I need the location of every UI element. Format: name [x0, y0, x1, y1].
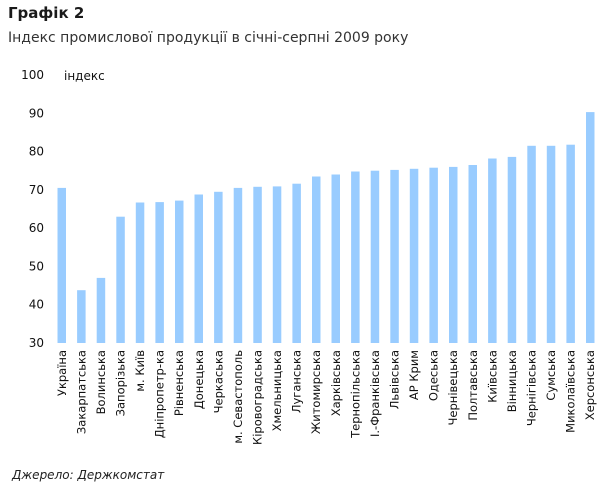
x-tick-label: АР Крим: [407, 350, 421, 400]
x-tick-label: Миколаївська: [564, 350, 578, 433]
y-tick-label: 30: [29, 336, 44, 350]
x-tick-label: Житомирська: [309, 350, 323, 434]
x-tick-label: Україна: [55, 350, 69, 396]
bar: [253, 186, 262, 343]
y-tick-label: 60: [29, 221, 44, 235]
bar: [214, 191, 223, 343]
bar: [527, 145, 536, 343]
y-tick-label: 40: [29, 298, 44, 312]
x-axis-labels: Україна Закарпатська Волинська Запорізька м.…: [55, 350, 597, 445]
y-tick-label: 90: [29, 106, 44, 120]
x-tick-label: Донецька: [192, 350, 206, 409]
x-tick-label: Одеська: [427, 350, 441, 401]
y-tick-label: 100: [21, 68, 44, 82]
bar: [390, 169, 399, 343]
x-tick-label: Вінницька: [505, 350, 519, 412]
bar: [233, 187, 243, 343]
chart-subtitle: Індекс промислової продукції в січні-сер…: [8, 30, 409, 46]
bar-chart: 30 40 50 60 70 80 90 100 Україна Закарпатська Вол…: [21, 68, 597, 445]
bar: [135, 202, 145, 343]
y-tick-label: 80: [29, 145, 44, 159]
bar: [155, 202, 164, 343]
bar: [409, 168, 419, 343]
bar: [96, 277, 106, 343]
bar: [566, 144, 575, 343]
bar: [351, 171, 360, 343]
x-tick-label: Луганська: [290, 350, 304, 413]
bars: [57, 112, 595, 343]
x-tick-label: Херсонська: [583, 350, 597, 420]
chart-title: Графік 2: [8, 4, 85, 22]
x-tick-label: м. Київ: [133, 350, 147, 392]
x-tick-label: І.-Франківська: [368, 350, 382, 437]
y-tick-label: 70: [29, 183, 44, 197]
x-tick-label: Дніпропетр-ка: [153, 350, 167, 438]
x-tick-label: Чернігівська: [525, 350, 539, 426]
bar: [194, 194, 203, 343]
bar: [292, 183, 301, 343]
x-tick-label: Волинська: [94, 350, 108, 414]
bar: [331, 174, 340, 343]
bar: [429, 167, 438, 343]
x-tick-label: Львівська: [388, 350, 402, 409]
bar: [370, 170, 380, 343]
y-axis: 30 40 50 60 70 80 90 100: [21, 68, 44, 350]
bar: [468, 165, 477, 343]
x-tick-label: Харківська: [329, 350, 343, 416]
bar: [449, 166, 458, 343]
bar: [546, 145, 556, 343]
bar: [77, 290, 86, 343]
x-tick-label: Хмельницька: [270, 350, 284, 431]
bar: [312, 176, 321, 343]
bar: [116, 216, 125, 343]
bar: [175, 200, 184, 343]
x-tick-label: Сумська: [544, 350, 558, 401]
source-note: Джерело: Держкомстат: [12, 468, 165, 482]
x-tick-label: м. Севастополь: [231, 350, 245, 444]
x-tick-label: Полтавська: [466, 350, 480, 421]
x-tick-label: Рівненська: [172, 350, 186, 416]
bar: [586, 112, 595, 343]
bar: [507, 156, 517, 343]
bar: [57, 187, 66, 343]
x-tick-label: Київська: [485, 350, 499, 403]
x-tick-label: Запорізька: [114, 350, 128, 416]
y-axis-unit-label: індекс: [64, 69, 105, 83]
bar: [488, 158, 497, 343]
bar: [272, 186, 282, 343]
x-tick-label: Кіровоградська: [251, 350, 265, 445]
x-tick-label: Чернівецька: [446, 350, 460, 425]
y-tick-label: 50: [29, 259, 44, 273]
x-tick-label: Тернопільська: [348, 350, 362, 439]
x-tick-label: Черкаська: [211, 350, 225, 413]
x-tick-label: Закарпатська: [74, 350, 88, 434]
